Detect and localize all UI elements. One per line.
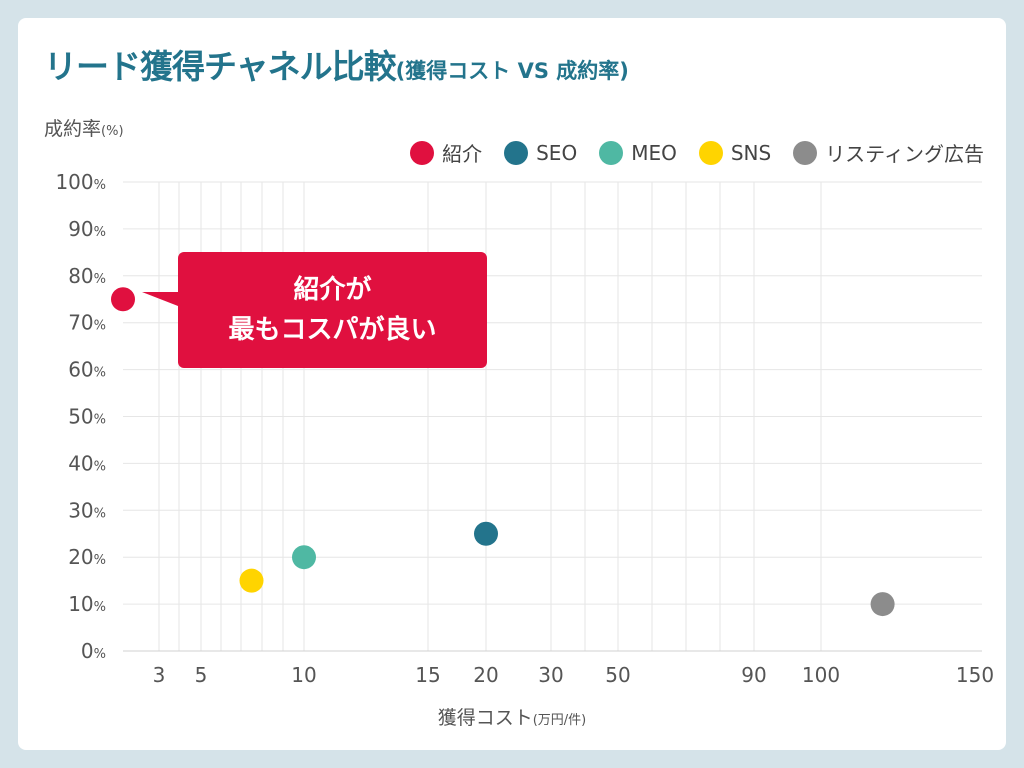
legend-marker bbox=[793, 140, 818, 165]
y-tick-label: 10% bbox=[68, 592, 106, 616]
legend-label: SEO bbox=[536, 140, 578, 165]
x-tick-label: 50 bbox=[605, 663, 630, 687]
y-tick-suffix: % bbox=[94, 506, 106, 521]
legend-item: リスティング広告 bbox=[793, 138, 984, 167]
x-tick-label: 90 bbox=[741, 663, 766, 687]
y-tick-label: 20% bbox=[68, 545, 106, 569]
y-tick-label: 60% bbox=[68, 358, 106, 382]
x-tick-label: 30 bbox=[538, 663, 563, 687]
data-point bbox=[239, 568, 264, 593]
y-tick-label: 100% bbox=[55, 170, 106, 194]
x-axis-unit: (万円/件) bbox=[532, 713, 587, 728]
legend-item: MEO bbox=[599, 138, 677, 167]
x-axis-label-text: 獲得コスト bbox=[437, 707, 533, 729]
y-tick-suffix: % bbox=[94, 178, 106, 193]
legend-label: 紹介 bbox=[442, 142, 483, 166]
legend-marker bbox=[698, 140, 723, 165]
y-tick-suffix: % bbox=[94, 553, 106, 568]
y-tick-label: 80% bbox=[68, 264, 106, 288]
annotation-line-2: 最もコスパが良い bbox=[228, 315, 437, 345]
y-tick-label: 50% bbox=[68, 405, 106, 429]
y-tick-label: 30% bbox=[68, 498, 106, 522]
y-tick-suffix: % bbox=[94, 459, 106, 474]
data-point bbox=[870, 592, 895, 617]
data-point bbox=[292, 545, 316, 570]
annotation-line-1: 紹介が bbox=[293, 275, 372, 305]
x-tick-label: 20 bbox=[473, 663, 498, 687]
chart-title: リード獲得チャネル比較(獲得コスト VS 成約率) bbox=[44, 40, 629, 88]
y-tick-suffix: % bbox=[94, 366, 106, 381]
data-point bbox=[474, 521, 498, 546]
legend-marker bbox=[410, 140, 435, 165]
y-tick-label: 70% bbox=[68, 311, 106, 335]
x-tick-label: 100 bbox=[802, 663, 840, 687]
y-tick-label: 90% bbox=[68, 217, 106, 241]
x-tick-label: 15 bbox=[415, 663, 440, 687]
title-main: リード獲得チャネル比較 bbox=[44, 47, 397, 86]
x-tick-label: 3 bbox=[153, 663, 166, 687]
legend-label: リスティング広告 bbox=[825, 142, 984, 166]
y-tick-label: 0% bbox=[81, 639, 106, 663]
y-axis-label-text: 成約率 bbox=[44, 118, 102, 140]
y-tick-suffix: % bbox=[94, 647, 106, 662]
y-tick-suffix: % bbox=[94, 225, 106, 240]
chart-card bbox=[18, 18, 1006, 750]
x-axis-label: 獲得コスト(万円/件) bbox=[0, 703, 1024, 730]
legend-marker bbox=[599, 140, 624, 165]
y-tick-suffix: % bbox=[94, 319, 106, 334]
y-tick-suffix: % bbox=[94, 272, 106, 287]
y-tick-suffix: % bbox=[94, 413, 106, 428]
annotation-callout: 紹介が 最もコスパが良い bbox=[142, 252, 487, 368]
legend-item: SNS bbox=[698, 138, 772, 167]
legend-item: 紹介 bbox=[410, 138, 482, 167]
data-point bbox=[111, 287, 135, 312]
y-tick-label: 40% bbox=[68, 451, 106, 475]
legend-item: SEO bbox=[504, 138, 577, 167]
y-tick-suffix: % bbox=[94, 600, 106, 615]
y-axis-label: 成約率(%) bbox=[44, 114, 124, 141]
title-sub: (獲得コスト VS 成約率) bbox=[395, 59, 629, 83]
y-axis-unit: (%) bbox=[101, 124, 124, 139]
x-tick-label: 5 bbox=[195, 663, 208, 687]
legend: 紹介 SEO MEO SNS リスティング広告 bbox=[410, 138, 984, 167]
x-tick-label: 150 bbox=[956, 663, 994, 687]
x-tick-label: 10 bbox=[291, 663, 316, 687]
legend-label: MEO bbox=[631, 140, 677, 165]
legend-marker bbox=[504, 140, 529, 165]
legend-label: SNS bbox=[730, 140, 772, 165]
